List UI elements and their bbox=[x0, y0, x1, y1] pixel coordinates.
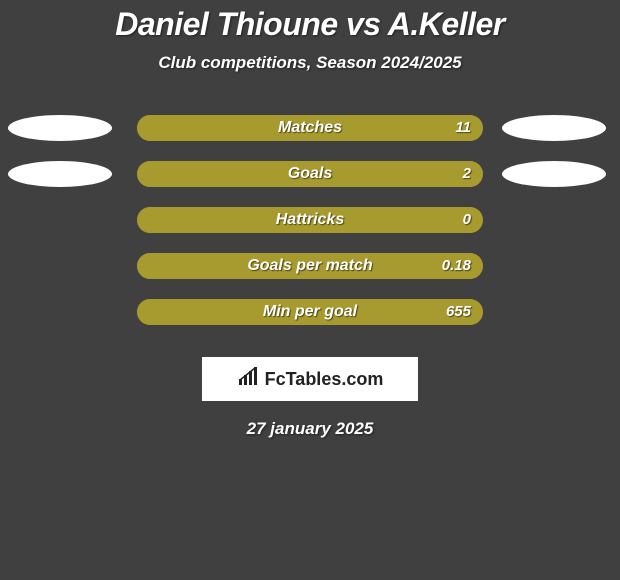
stat-label: Goals bbox=[137, 161, 483, 187]
stat-label: Min per goal bbox=[137, 299, 483, 325]
brand-badge: FcTables.com bbox=[202, 357, 418, 401]
stat-bar: Matches11 bbox=[137, 115, 483, 141]
comparison-title: Daniel Thioune vs A.Keller bbox=[0, 0, 620, 43]
stat-value: 0 bbox=[463, 207, 471, 233]
stat-row: Matches11 bbox=[0, 105, 620, 151]
stat-row: Hattricks0 bbox=[0, 197, 620, 243]
stat-value: 0.18 bbox=[442, 253, 471, 279]
player-b-name: A.Keller bbox=[388, 6, 505, 42]
date-label: 27 january 2025 bbox=[0, 419, 620, 439]
stats-list: Matches11 Goals2 Hattricks0 Goals per match… bbox=[0, 105, 620, 335]
chart-icon bbox=[237, 367, 261, 392]
player-b-marker bbox=[502, 115, 606, 141]
stat-label: Matches bbox=[137, 115, 483, 141]
stat-bar: Goals2 bbox=[137, 161, 483, 187]
stat-bar: Hattricks0 bbox=[137, 207, 483, 233]
stat-row: Goals per match0.18 bbox=[0, 243, 620, 289]
player-b-marker bbox=[502, 161, 606, 187]
stat-row: Min per goal655 bbox=[0, 289, 620, 335]
stat-label: Hattricks bbox=[137, 207, 483, 233]
player-a-marker bbox=[8, 115, 112, 141]
stat-value: 2 bbox=[463, 161, 471, 187]
stat-bar: Min per goal655 bbox=[137, 299, 483, 325]
stat-bar: Goals per match0.18 bbox=[137, 253, 483, 279]
stat-label: Goals per match bbox=[137, 253, 483, 279]
brand-text: FcTables.com bbox=[265, 369, 384, 390]
stat-value: 11 bbox=[455, 115, 471, 141]
player-a-marker bbox=[8, 161, 112, 187]
vs-label: vs bbox=[346, 6, 381, 42]
stat-row: Goals2 bbox=[0, 151, 620, 197]
stat-value: 655 bbox=[446, 299, 471, 325]
subtitle: Club competitions, Season 2024/2025 bbox=[0, 53, 620, 73]
player-a-name: Daniel Thioune bbox=[115, 6, 337, 42]
